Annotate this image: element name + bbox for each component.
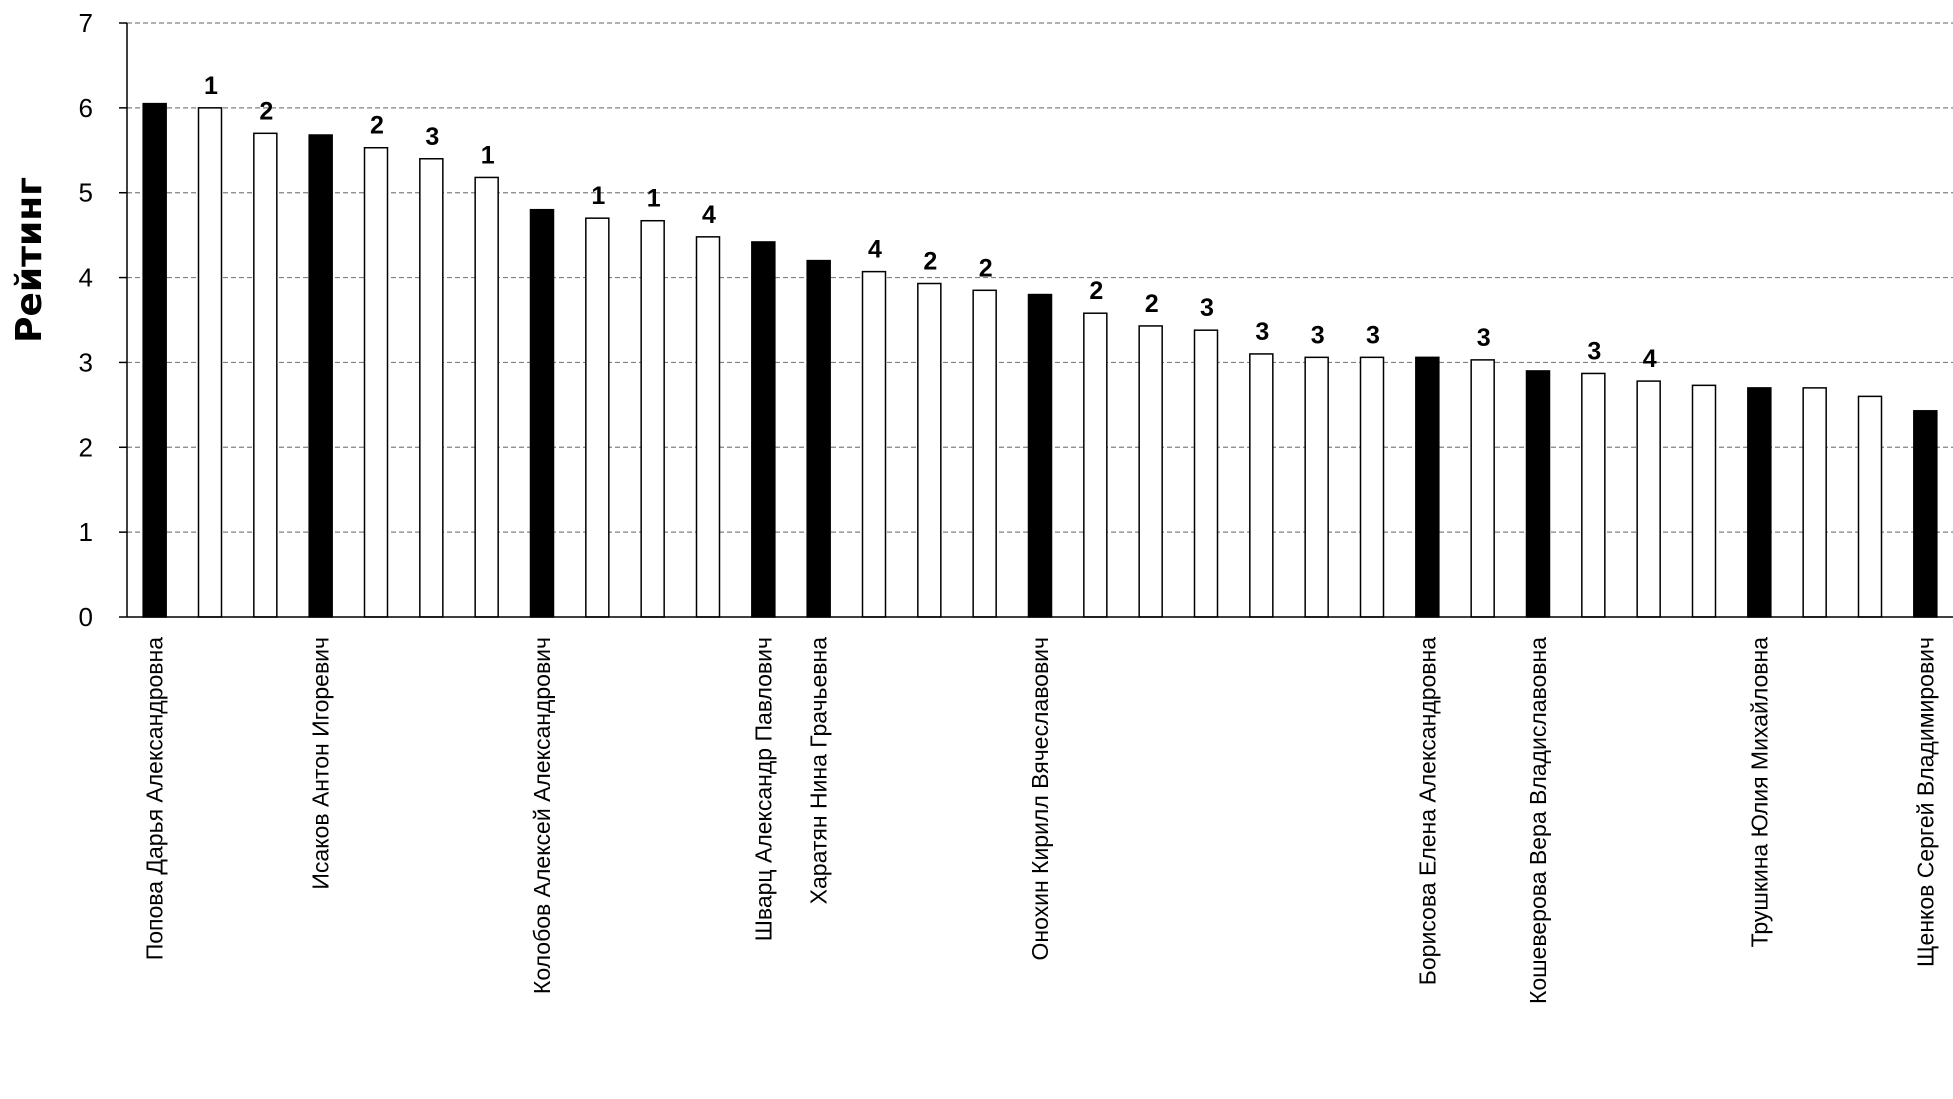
bar-data-label: 3	[1587, 337, 1601, 365]
bar	[1304, 356, 1329, 618]
bar	[751, 241, 776, 618]
bar-data-label: 1	[647, 185, 661, 213]
category-label: Колобов Алексей Александрович	[529, 637, 555, 994]
bar-data-label: 2	[923, 248, 937, 276]
bar	[695, 236, 721, 618]
bar	[585, 217, 610, 618]
bar	[529, 208, 555, 618]
bar	[1249, 353, 1274, 618]
category-labels: Попова Дарья Александровна Исаков Антон И…	[142, 637, 1939, 1004]
bar	[308, 134, 333, 618]
bar-data-label: 3	[1200, 294, 1214, 322]
bar	[1636, 380, 1661, 618]
category-label: Попова Дарья Александровна	[142, 637, 168, 960]
bar	[1913, 410, 1938, 618]
bar-data-label: 3	[1255, 318, 1269, 346]
bar-data-label: 2	[259, 97, 273, 125]
bar	[861, 270, 887, 618]
y-axis-title: Рейтинг	[9, 177, 50, 343]
bar-data-label: 1	[591, 182, 605, 210]
bar	[1747, 387, 1772, 618]
bar-data-label: 3	[425, 123, 439, 151]
bar	[1193, 329, 1219, 618]
bar-data-label: 2	[370, 112, 384, 140]
y-tick-label: 1	[79, 517, 93, 547]
y-tick-label: 5	[79, 178, 93, 208]
bar	[363, 146, 389, 618]
bar	[1083, 312, 1108, 618]
y-tick-label: 4	[79, 263, 93, 293]
category-label: Кошеверова Вера Владиславовна	[1525, 637, 1551, 1004]
bar	[1857, 395, 1883, 618]
bar	[1415, 356, 1440, 618]
y-tick-label: 3	[79, 347, 93, 377]
bar-data-label: 1	[204, 72, 218, 100]
bar-data-label: 4	[1643, 345, 1657, 373]
category-label: Харатян Нина Грачьевна	[806, 637, 832, 905]
category-label: Борисова Елена Александровна	[1414, 637, 1440, 985]
bar	[1525, 370, 1551, 618]
y-tick-label: 2	[79, 432, 93, 462]
y-tick-label: 0	[79, 602, 93, 632]
bar	[806, 259, 831, 618]
bar-data-label: 2	[979, 254, 993, 282]
bar	[1691, 384, 1717, 618]
bar-data-label: 4	[868, 236, 882, 264]
bar	[972, 289, 997, 618]
category-label: Онохин Кирилл Вячеславович	[1027, 637, 1053, 961]
bar	[1802, 387, 1827, 618]
bar	[640, 219, 665, 618]
bar	[253, 132, 278, 618]
category-label: Исаков Антон Игоревич	[308, 637, 334, 890]
bar	[1581, 372, 1606, 618]
bar	[419, 158, 444, 618]
bar	[1027, 293, 1053, 618]
y-tick-label: 6	[79, 93, 93, 123]
axes	[126, 23, 1953, 618]
data-labels: 1 2 2 3 1 1 1 4 4 2 2 2 2 3 3 3 3 3 3 4	[204, 72, 1657, 373]
bar	[1470, 359, 1495, 618]
bar	[1359, 356, 1385, 618]
bar	[474, 176, 499, 618]
y-tick-label: 7	[79, 8, 93, 38]
bar-data-label: 3	[1311, 321, 1325, 349]
bar	[142, 102, 167, 618]
bar-data-label: 2	[1145, 290, 1159, 318]
bar	[1138, 325, 1163, 618]
bar-data-label: 3	[1477, 324, 1491, 352]
category-label: Щенков Сергей Владимирович	[1912, 637, 1938, 967]
bar-data-label: 3	[1366, 321, 1380, 349]
bars	[142, 102, 1938, 618]
category-label: Трушкина Юлия Михайловна	[1746, 637, 1772, 948]
bar-data-label: 2	[1089, 277, 1103, 305]
bar	[197, 107, 223, 618]
bar-data-label: 1	[481, 141, 495, 169]
y-axis-ticks: 0 1 2 3 4 5 6 7	[79, 8, 127, 632]
bar	[917, 282, 942, 618]
category-label: Шварц Александр Павлович	[750, 637, 776, 941]
bar-data-label: 4	[702, 201, 716, 229]
